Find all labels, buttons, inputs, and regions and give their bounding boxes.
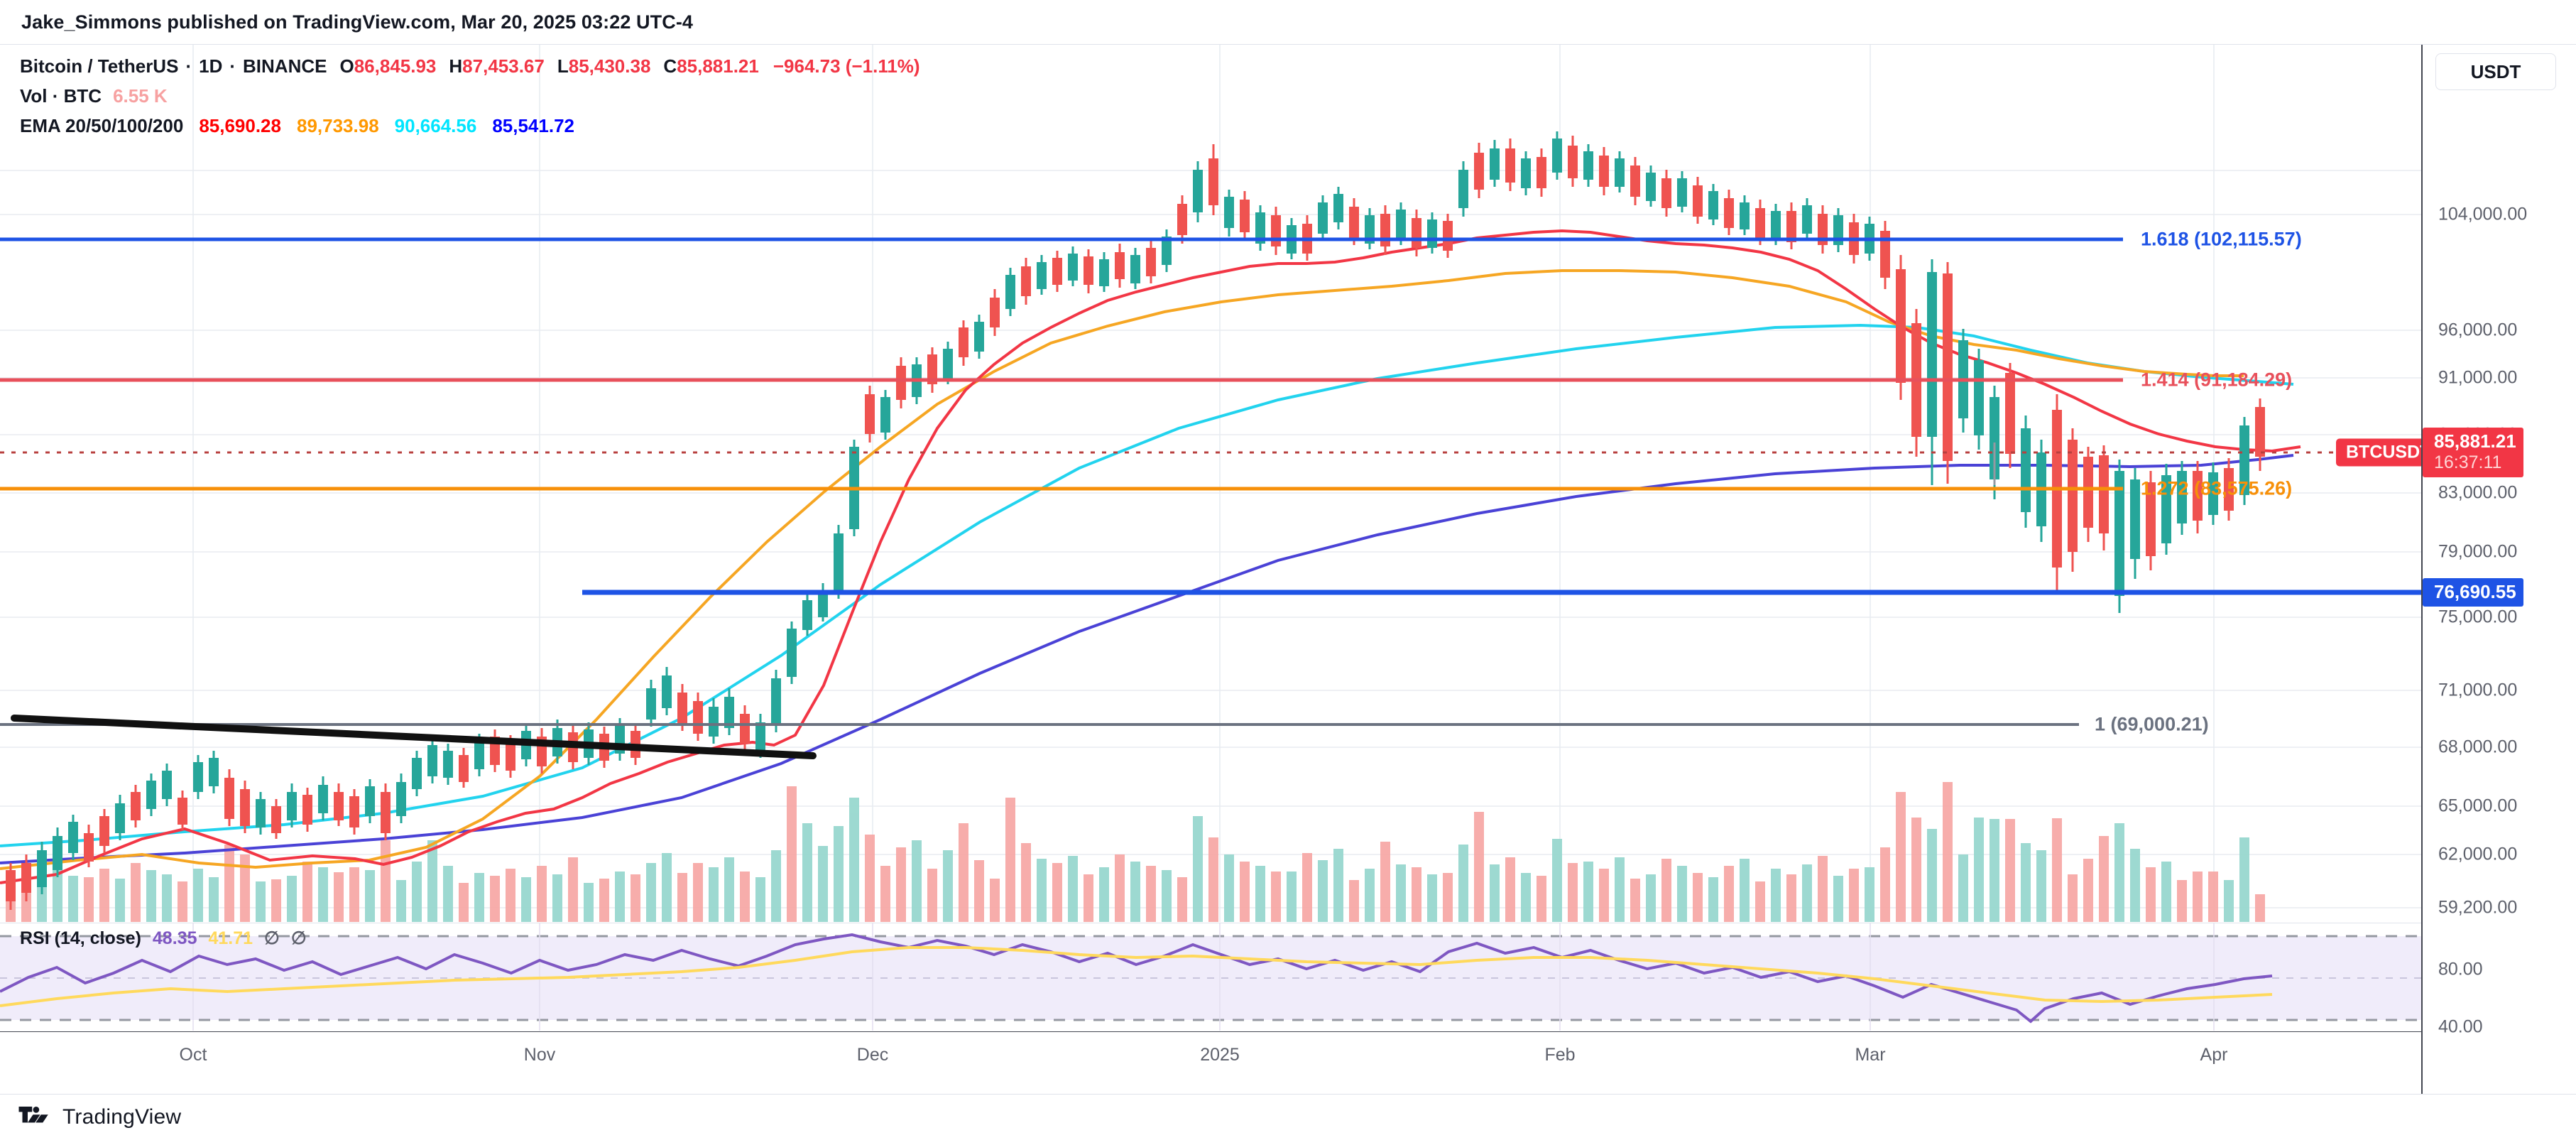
rsi-pane[interactable]: RSI (14, close) 48.35 41.71 ∅ ∅ [0, 923, 2421, 1031]
axis-tick-96000: 96,000.00 [2438, 320, 2518, 340]
ema-50-line [0, 269, 2244, 870]
btcusdt-price-tag[interactable]: BTCUSDT [2336, 438, 2421, 467]
time-tick-2025: 2025 [1200, 1045, 1240, 1065]
high-label: H [449, 55, 463, 77]
rsi-legend-title: RSI (14, close) [20, 928, 141, 948]
legend-volume-value: 6.55 K [113, 85, 168, 107]
open-label: O [339, 55, 354, 77]
axis-tick-68000: 68,000.00 [2438, 737, 2518, 757]
rsi-legend-ma-value: 41.71 [208, 928, 253, 948]
price-axis[interactable]: USDT 104,000.00 96,000.00 91,000.00 87,0… [2421, 45, 2576, 1095]
low-value: 85,430.38 [568, 55, 651, 77]
fib-label-1618: 1.618 (102,115.57) [2141, 228, 2302, 250]
axis-tick-83000: 83,000.00 [2438, 482, 2518, 503]
rsi-legend-value: 48.35 [152, 928, 197, 948]
rsi-legend: RSI (14, close) 48.35 41.71 ∅ ∅ [20, 928, 307, 949]
time-tick-feb: Feb [1544, 1045, 1576, 1065]
time-tick-dec: Dec [856, 1045, 889, 1065]
close-value: 85,881.21 [677, 55, 759, 77]
last-price-value: 85,881.21 [2434, 430, 2516, 452]
last-price-badge[interactable]: 85,881.21 16:37:11 [2423, 428, 2523, 477]
legend-exchange: BINANCE [243, 55, 327, 77]
fib-786-value: 76,690.55 [2434, 581, 2516, 602]
legend-ema-title: EMA 20/50/100/200 [20, 115, 184, 136]
time-tick-mar: Mar [1855, 1045, 1886, 1065]
legend-ema-row[interactable]: EMA 20/50/100/200 85,690.28 89,733.98 90… [20, 113, 920, 139]
downtrend-line [11, 715, 817, 759]
legend-high: H87,453.67 [449, 53, 544, 79]
ema-20-line [0, 229, 2301, 884]
tradingview-brand: TradingView [62, 1105, 182, 1129]
footer: TradingView [0, 1094, 2576, 1140]
axis-tick-91000: 91,000.00 [2438, 367, 2518, 388]
rsi-axis-tick-40: 40.00 [2438, 1016, 2483, 1037]
axis-tick-65000: 65,000.00 [2438, 796, 2518, 816]
legend-ema20-value: 85,690.28 [199, 115, 281, 136]
time-tick-nov: Nov [523, 1045, 556, 1065]
legend-close: C85,881.21 [663, 53, 758, 79]
chart-frame: 1.618 (102,115.57) 1.414 (91,184.29) 1.2… [0, 44, 2576, 1095]
legend-volume-title: Vol · BTC [20, 85, 102, 107]
axis-tick-104000: 104,000.00 [2438, 204, 2528, 224]
ema-100-line [0, 323, 2294, 847]
fib-label-1: 1 (69,000.21) [2095, 713, 2209, 735]
axis-tick-62000: 62,000.00 [2438, 844, 2518, 864]
time-tick-apr: Apr [2200, 1045, 2228, 1065]
study-lines[interactable] [0, 237, 2421, 922]
legend-symbol-row[interactable]: Bitcoin / TetherUS · 1D · BINANCE O86,84… [20, 53, 920, 79]
legend-symbol-title[interactable]: Bitcoin / TetherUS [20, 55, 179, 77]
rsi-line [0, 933, 2273, 1024]
rsi-legend-empty-1: ∅ [264, 928, 280, 948]
price-pane[interactable]: 1.618 (102,115.57) 1.414 (91,184.29) 1.2… [0, 45, 2421, 922]
axis-tick-79000: 79,000.00 [2438, 541, 2518, 562]
vertical-gridlines [192, 45, 2215, 922]
chart-legend: Bitcoin / TetherUS · 1D · BINANCE O86,84… [20, 53, 920, 143]
legend-volume-row[interactable]: Vol · BTC 6.55 K [20, 83, 920, 109]
candlesticks[interactable] [6, 131, 2265, 910]
axis-tick-75000: 75,000.00 [2438, 607, 2518, 627]
currency-badge[interactable]: USDT [2435, 53, 2556, 90]
legend-ema100-value: 90,664.56 [394, 115, 477, 136]
tradingview-logo-icon [18, 1107, 48, 1123]
publisher-header: Jake_Simmons published on TradingView.co… [0, 0, 2576, 44]
legend-sep-1: · [185, 55, 192, 77]
legend-sep-2: · [229, 55, 236, 77]
last-price-countdown: 16:37:11 [2434, 452, 2502, 472]
publisher-text: Jake_Simmons published on TradingView.co… [21, 11, 694, 33]
time-axis[interactable]: Oct Nov Dec 2025 Feb Mar Apr [0, 1031, 2421, 1095]
low-label: L [557, 55, 569, 77]
legend-ema200-value: 85,541.72 [492, 115, 574, 136]
axis-tick-71000: 71,000.00 [2438, 680, 2518, 700]
legend-low: L85,430.38 [557, 53, 651, 79]
legend-open: O86,845.93 [339, 53, 436, 79]
rsi-ma-line [0, 946, 2273, 1007]
fib-label-1272: 1.272 (83,575.26) [2141, 477, 2293, 499]
axis-tick-59200: 59,200.00 [2438, 897, 2518, 918]
price-plot[interactable] [0, 45, 2421, 922]
rsi-axis-tick-80: 80.00 [2438, 959, 2483, 979]
open-value: 86,845.93 [354, 55, 437, 77]
fib-786-badge[interactable]: 76,690.55 [2423, 578, 2523, 607]
fib-label-1414: 1.414 (91,184.29) [2141, 369, 2293, 391]
high-value: 87,453.67 [462, 55, 545, 77]
legend-ema50-value: 89,733.98 [296, 115, 379, 136]
time-tick-oct: Oct [179, 1045, 207, 1065]
volume-bars [6, 782, 2265, 922]
legend-interval[interactable]: 1D [199, 55, 223, 77]
close-label: C [663, 55, 677, 77]
rsi-legend-empty-2: ∅ [290, 928, 307, 948]
legend-change: −964.73 (−1.11%) [773, 55, 920, 77]
rsi-plot[interactable] [0, 923, 2421, 1031]
